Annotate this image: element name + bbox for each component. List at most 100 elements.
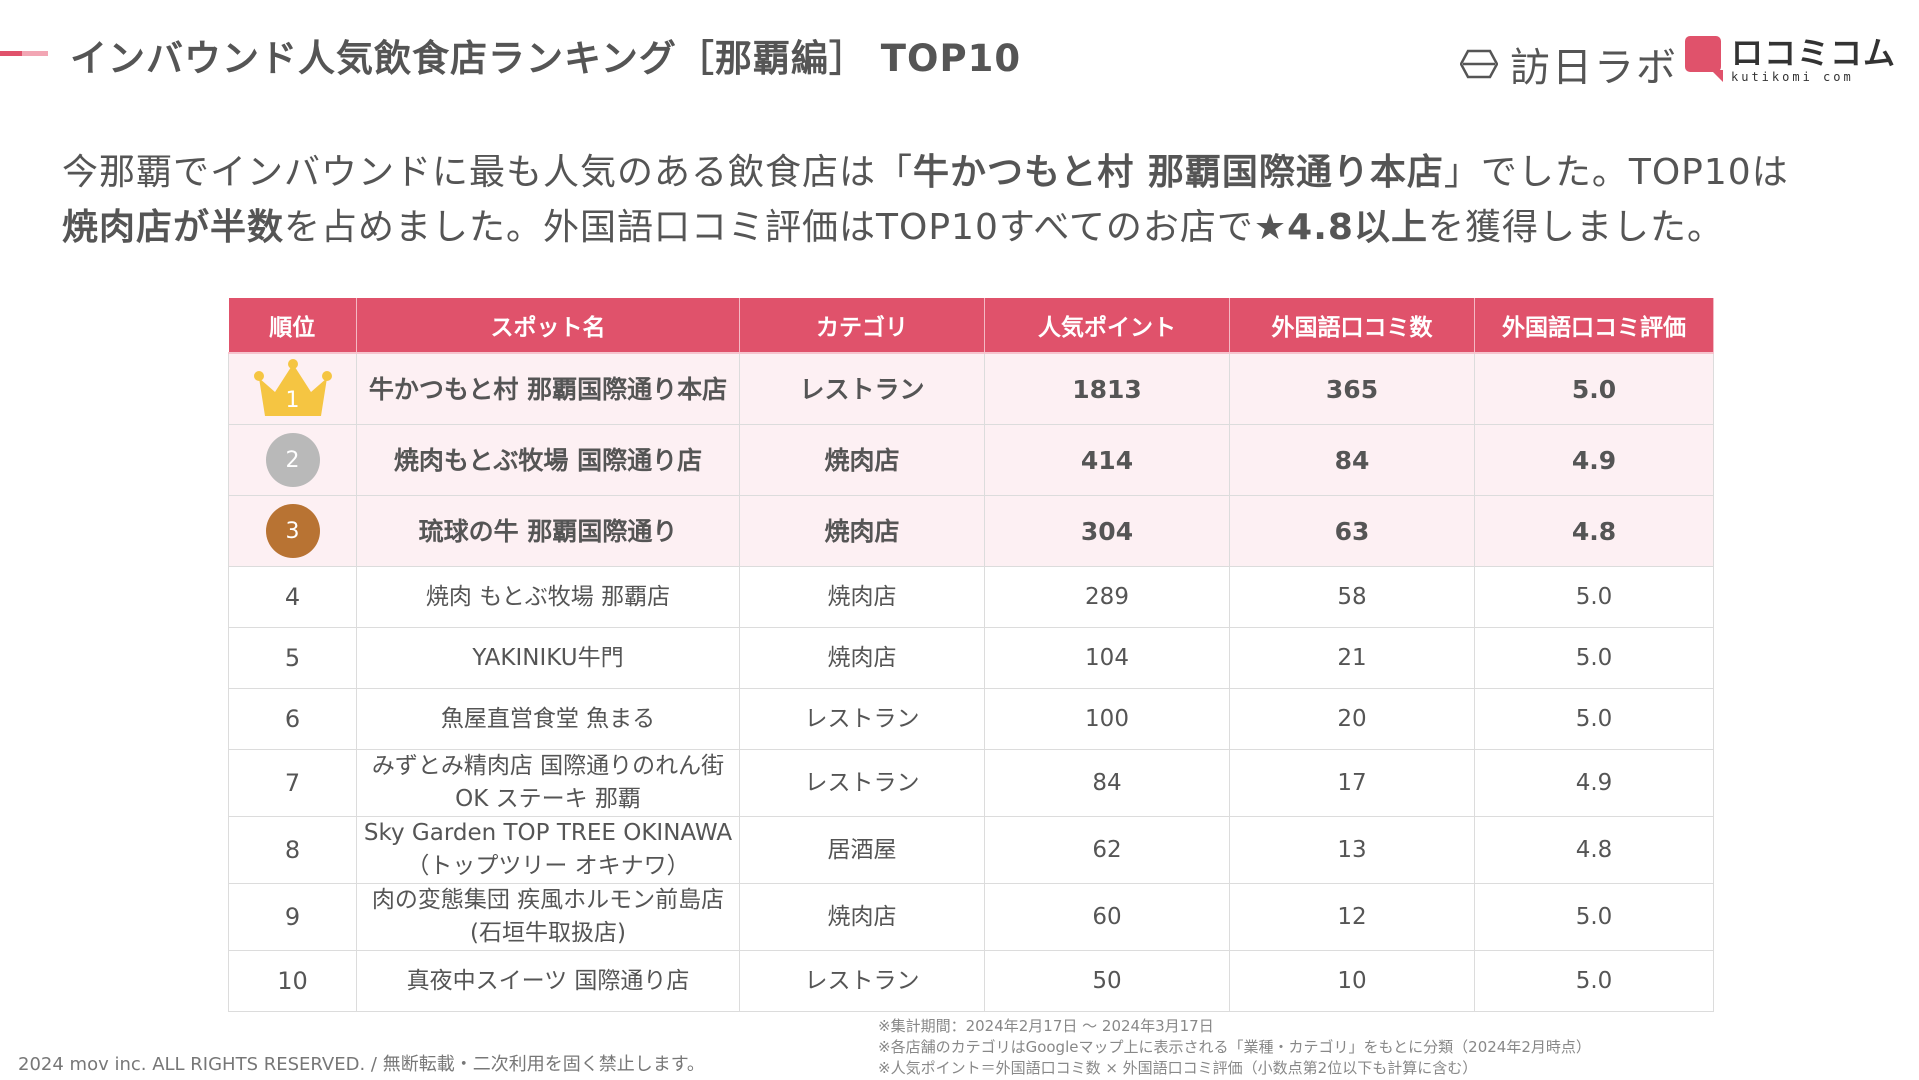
rank-number: 1 <box>285 388 300 413</box>
review-count-cell: 12 <box>1229 883 1475 951</box>
column-header-spot-name: スポット名 <box>356 298 740 354</box>
category-cell: レストラン <box>739 352 985 425</box>
spot-name-cell: 魚屋直営食堂 魚まる <box>356 688 740 750</box>
lead-text-1: 今那覇でインバウンドに最も人気のある飲食店は「 <box>62 152 914 193</box>
column-header-review-count: 外国語口コミ数 <box>1229 298 1475 354</box>
category-cell: 焼肉店 <box>739 495 985 567</box>
spot-name-line-2: (石垣牛取扱店) <box>470 920 626 946</box>
copyright-notice: 2024 mov inc. ALL RIGHTS RESERVED. / 無断転… <box>18 1054 705 1075</box>
rank-cell: 8 <box>228 816 357 884</box>
slide-title: インバウンド人気飲食店ランキング［那覇編］ TOP10 <box>70 37 1022 80</box>
table-row: 9 肉の変態集団 疾風ホルモン前島店 (石垣牛取扱店) 焼肉店 60 12 5.0 <box>228 883 1714 951</box>
rank-cell: 2 <box>228 424 357 496</box>
footnotes: ※集計期間：2024年2月17日 〜 2024年3月17日 ※各店舗のカテゴリは… <box>878 1016 1591 1079</box>
rank-cell: 9 <box>228 883 357 951</box>
points-cell: 100 <box>984 688 1230 750</box>
accent-bar-light <box>22 51 48 56</box>
spot-name-line-2: （トップツリー オキナワ） <box>406 853 690 879</box>
table-row: 6 魚屋直営食堂 魚まる レストラン 100 20 5.0 <box>228 688 1714 750</box>
lead-text-4: を獲得しました。 <box>1427 207 1724 248</box>
category-cell: レストラン <box>739 688 985 750</box>
rank-cell: 4 <box>228 566 357 628</box>
kuchikomi-logo-text: ロコミコム <box>1731 34 1897 72</box>
review-count-cell: 13 <box>1229 816 1475 884</box>
spot-name-cell: 焼肉もとぶ牧場 国際通り店 <box>356 424 740 496</box>
points-cell: 304 <box>984 495 1230 567</box>
column-header-review-rating: 外国語口コミ評価 <box>1474 298 1714 354</box>
spot-name-line-1: 肉の変態集団 疾風ホルモン前島店 <box>371 887 725 913</box>
table-row: 4 焼肉 もとぶ牧場 那覇店 焼肉店 289 58 5.0 <box>228 566 1714 628</box>
ranking-table: 順位 スポット名 カテゴリ 人気ポイント 外国語口コミ数 外国語口コミ評価 1 <box>228 298 1714 1012</box>
houjin-lab-logo: 訪日ラボ <box>1460 35 1678 93</box>
review-rating-cell: 4.9 <box>1474 749 1714 817</box>
review-rating-cell: 5.0 <box>1474 950 1714 1012</box>
review-count-cell: 10 <box>1229 950 1475 1012</box>
speech-bubble-icon <box>1685 36 1723 82</box>
gold-crown-icon: 1 <box>253 358 333 420</box>
table-header-row: 順位 スポット名 カテゴリ 人気ポイント 外国語口コミ数 外国語口コミ評価 <box>228 298 1714 354</box>
points-cell: 60 <box>984 883 1230 951</box>
lead-bold-yakiniku-half: 焼肉店が半数 <box>62 207 285 248</box>
table-row: 3 琉球の牛 那覇国際通り 焼肉店 304 63 4.8 <box>228 495 1714 567</box>
spot-name-cell: 焼肉 もとぶ牧場 那覇店 <box>356 566 740 628</box>
kuchikomi-com-logo: ロコミコム kutikomi com <box>1685 36 1896 84</box>
review-rating-cell: 5.0 <box>1474 688 1714 750</box>
accent-bar <box>0 51 22 56</box>
review-count-cell: 63 <box>1229 495 1475 567</box>
points-cell: 289 <box>984 566 1230 628</box>
column-header-points: 人気ポイント <box>984 298 1230 354</box>
kuchikomi-logo-subtext: kutikomi com <box>1731 70 1854 84</box>
spot-name-line-1: みずとみ精肉店 国際通りのれん街 <box>371 753 725 779</box>
rank-cell: 10 <box>228 950 357 1012</box>
spot-name-cell: 真夜中スイーツ 国際通り店 <box>356 950 740 1012</box>
review-count-cell: 365 <box>1229 352 1475 425</box>
table-row: 5 YAKINIKU牛門 焼肉店 104 21 5.0 <box>228 627 1714 689</box>
spot-name-cell: 琉球の牛 那覇国際通り <box>356 495 740 567</box>
review-rating-cell: 4.9 <box>1474 424 1714 496</box>
spot-name-line-1: Sky Garden TOP TREE OKINAWA <box>363 820 733 846</box>
review-count-cell: 21 <box>1229 627 1475 689</box>
table-row: 7 みずとみ精肉店 国際通りのれん街 OK ステーキ 那覇 レストラン 84 17… <box>228 749 1714 817</box>
review-rating-cell: 5.0 <box>1474 627 1714 689</box>
column-header-category: カテゴリ <box>739 298 985 354</box>
silver-medal-icon: 2 <box>265 433 320 487</box>
category-cell: 焼肉店 <box>739 883 985 951</box>
spot-name-cell: YAKINIKU牛門 <box>356 627 740 689</box>
points-cell: 414 <box>984 424 1230 496</box>
category-cell: レストラン <box>739 950 985 1012</box>
spot-name-line-2: OK ステーキ 那覇 <box>455 786 641 812</box>
spot-name-cell: 牛かつもと村 那覇国際通り本店 <box>356 352 740 425</box>
rank-cell: 5 <box>228 627 357 689</box>
review-rating-cell: 5.0 <box>1474 566 1714 628</box>
lead-summary: 今那覇でインバウンドに最も人気のある飲食店は「牛かつもと村 那覇国際通り本店」で… <box>62 145 1882 255</box>
table-row: 2 焼肉もとぶ牧場 国際通り店 焼肉店 414 84 4.9 <box>228 424 1714 496</box>
table-row: 10 真夜中スイーツ 国際通り店 レストラン 50 10 5.0 <box>228 950 1714 1012</box>
points-cell: 84 <box>984 749 1230 817</box>
rank-cell: 1 <box>228 352 357 425</box>
footnote-category: ※各店舗のカテゴリはGoogleマップ上に表示される「業種・カテゴリ」をもとに分… <box>878 1038 1591 1056</box>
review-count-cell: 84 <box>1229 424 1475 496</box>
lead-text-2: 」でした。TOP10は <box>1443 152 1789 193</box>
table-row: 1 牛かつもと村 那覇国際通り本店 レストラン 1813 365 5.0 <box>228 352 1714 425</box>
points-cell: 50 <box>984 950 1230 1012</box>
lead-bold-rating: ★4.8以上 <box>1253 207 1428 248</box>
spot-name-cell: みずとみ精肉店 国際通りのれん街 OK ステーキ 那覇 <box>356 749 740 817</box>
lead-bold-top-restaurant: 牛かつもと村 那覇国際通り本店 <box>913 152 1444 193</box>
category-cell: レストラン <box>739 749 985 817</box>
bronze-medal-icon: 3 <box>265 504 320 558</box>
category-cell: 居酒屋 <box>739 816 985 884</box>
rank-cell: 3 <box>228 495 357 567</box>
houjin-lab-logo-icon <box>1460 49 1498 79</box>
review-count-cell: 17 <box>1229 749 1475 817</box>
points-cell: 104 <box>984 627 1230 689</box>
category-cell: 焼肉店 <box>739 566 985 628</box>
review-rating-cell: 5.0 <box>1474 352 1714 425</box>
rank-cell: 6 <box>228 688 357 750</box>
points-cell: 62 <box>984 816 1230 884</box>
spot-name-cell: 肉の変態集団 疾風ホルモン前島店 (石垣牛取扱店) <box>356 883 740 951</box>
table-row: 8 Sky Garden TOP TREE OKINAWA （トップツリー オキナ… <box>228 816 1714 884</box>
review-count-cell: 58 <box>1229 566 1475 628</box>
category-cell: 焼肉店 <box>739 627 985 689</box>
category-cell: 焼肉店 <box>739 424 985 496</box>
footnote-points: ※人気ポイント＝外国語口コミ数 × 外国語口コミ評価（小数点第2位以下も計算に含… <box>878 1059 1478 1077</box>
